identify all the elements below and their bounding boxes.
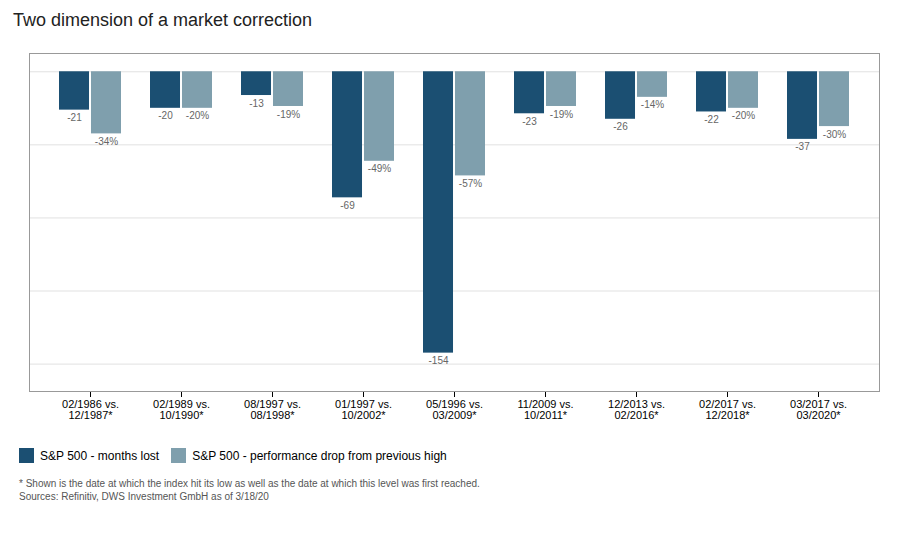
- svg-text:-23: -23: [522, 116, 537, 127]
- svg-text:12/2013 vs.02/2016*: 12/2013 vs.02/2016*: [608, 398, 665, 421]
- html-text:* Shown is the date at which t: * Shown is the date at which the index h…: [19, 478, 480, 489]
- svg-text:-21: -21: [67, 112, 82, 123]
- svg-text:-20: -20: [158, 110, 173, 121]
- svg-text:-20%: -20%: [186, 110, 209, 121]
- svg-text:03/2017 vs.03/2020*: 03/2017 vs.03/2020*: [790, 398, 847, 421]
- svg-text:-19%: -19%: [550, 109, 573, 120]
- html-text:Sources: Refinitiv, DWS Invest: Sources: Refinitiv, DWS Investment GmbH …: [19, 491, 269, 502]
- html-text:S&P 500 - months lost: S&P 500 - months lost: [40, 448, 160, 463]
- svg-text:-37: -37: [795, 141, 810, 152]
- html-text:Two dimension of a market corr: Two dimension of a market correction: [13, 10, 313, 30]
- svg-text:-14%: -14%: [641, 99, 664, 110]
- svg-text:-30%: -30%: [823, 129, 846, 140]
- svg-text:02/1986 vs.12/1987*: 02/1986 vs.12/1987*: [62, 398, 119, 421]
- svg-text:-20%: -20%: [732, 110, 755, 121]
- html-text:S&P 500 - performance drop fro: S&P 500 - performance drop from previous…: [192, 448, 447, 463]
- svg-text:-49%: -49%: [368, 163, 391, 174]
- svg-text:11/2009 vs.10/2011*: 11/2009 vs.10/2011*: [517, 398, 573, 421]
- svg-text:-34%: -34%: [95, 136, 118, 147]
- svg-text:08/1997 vs.08/1998*: 08/1997 vs.08/1998*: [244, 398, 301, 421]
- svg-text:-154: -154: [428, 355, 448, 366]
- svg-text:-22: -22: [704, 114, 719, 125]
- svg-text:02/1989 vs.10/1990*: 02/1989 vs.10/1990*: [153, 398, 210, 421]
- svg-text:01/1997 vs.10/2002*: 01/1997 vs.10/2002*: [335, 398, 392, 421]
- svg-text:-19%: -19%: [277, 109, 300, 120]
- svg-text:05/1996 vs.03/2009*: 05/1996 vs.03/2009*: [426, 398, 483, 421]
- svg-text:-57%: -57%: [459, 178, 482, 189]
- svg-text:-69: -69: [340, 200, 355, 211]
- svg-text:02/2017 vs.12/2018*: 02/2017 vs.12/2018*: [699, 398, 756, 421]
- svg-text:-13: -13: [249, 98, 264, 109]
- svg-text:-26: -26: [613, 121, 628, 132]
